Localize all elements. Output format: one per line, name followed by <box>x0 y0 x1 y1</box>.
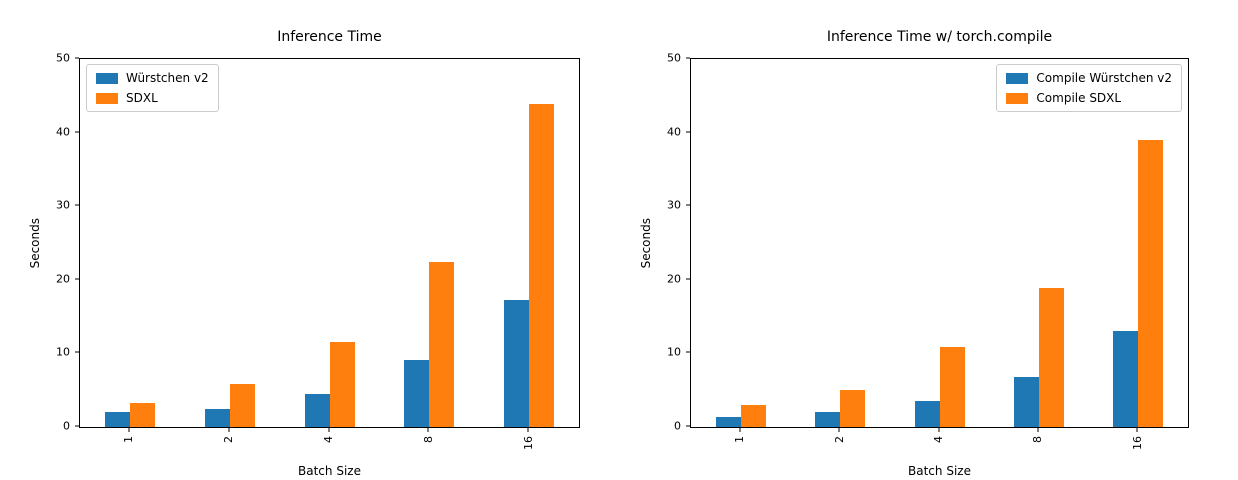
bar <box>104 412 130 427</box>
bar <box>304 393 330 427</box>
legend-label: Würstchen v2 <box>126 71 209 85</box>
y-tick-label: 20 <box>667 272 681 286</box>
y-tick-mark <box>686 57 690 59</box>
y-tick-mark <box>686 425 690 427</box>
right-chart: Inference Time w/ torch.compile Seconds … <box>639 29 1189 478</box>
bar <box>840 390 866 427</box>
bar <box>429 262 455 427</box>
left-chart: Inference Time Seconds Würstchen v2 SDXL… <box>28 29 580 478</box>
bar <box>914 401 940 427</box>
legend-swatch-compile-wurstchen-v2 <box>1006 72 1029 84</box>
y-tick-label: 10 <box>56 345 70 359</box>
y-tick-label: 50 <box>667 51 681 65</box>
x-tick-label: 8 <box>421 436 435 443</box>
bar <box>740 404 766 427</box>
x-tick-mark <box>427 428 429 432</box>
bar <box>504 299 530 427</box>
y-tick-label: 50 <box>56 51 70 65</box>
x-tick-label: 16 <box>521 436 535 450</box>
x-tick-label: 4 <box>322 436 335 443</box>
x-tick-mark <box>328 428 329 432</box>
x-tick-label: 16 <box>1130 436 1144 450</box>
x-tick-mark <box>527 428 529 432</box>
y-axis-label: Seconds <box>639 217 653 269</box>
chart-title: Inference Time <box>277 29 382 45</box>
y-tick-mark <box>75 204 79 206</box>
y-tick-label: 40 <box>667 125 681 139</box>
bar <box>1013 376 1039 427</box>
bar <box>815 412 841 427</box>
plot-area <box>79 58 580 428</box>
x-tick-mark <box>1037 428 1039 432</box>
x-axis-label: Batch Size <box>298 464 361 478</box>
legend-label: Compile Würstchen v2 <box>1036 71 1172 85</box>
legend-swatch-sdxl <box>96 92 118 104</box>
y-tick-label: 30 <box>667 198 681 212</box>
x-tick-mark <box>1136 428 1138 432</box>
y-tick-mark <box>686 131 690 133</box>
x-tick-label: 2 <box>832 436 846 443</box>
y-tick-mark <box>75 425 79 427</box>
y-tick-label: 10 <box>667 345 681 359</box>
bar <box>939 346 965 427</box>
legend: Würstchen v2 SDXL <box>86 64 219 112</box>
x-tick-label: 1 <box>733 436 747 443</box>
y-tick-mark <box>686 351 690 353</box>
bar <box>204 408 230 427</box>
x-tick-mark <box>128 428 130 432</box>
y-tick-mark <box>686 204 690 206</box>
bar <box>715 417 741 427</box>
bar <box>1038 287 1064 427</box>
bar <box>529 103 555 427</box>
x-tick-label: 8 <box>1031 436 1045 443</box>
legend-item: Würstchen v2 <box>96 71 209 85</box>
chart-title: Inference Time w/ torch.compile <box>826 29 1053 45</box>
legend-swatch-compile-sdxl <box>1006 92 1029 104</box>
bar <box>404 360 430 427</box>
legend-swatch-wurstchen-v2 <box>96 72 118 84</box>
y-tick-mark <box>686 278 690 280</box>
x-axis-label: Batch Size <box>908 464 971 478</box>
y-tick-mark <box>75 131 79 133</box>
plot-area <box>690 58 1189 428</box>
y-tick-label: 40 <box>56 125 70 139</box>
bar <box>229 384 255 427</box>
y-tick-mark <box>75 351 79 353</box>
legend-item: Compile SDXL <box>1006 91 1172 105</box>
bar <box>329 341 355 427</box>
y-tick-label: 30 <box>56 198 70 212</box>
y-tick-label: 0 <box>63 419 70 433</box>
y-tick-mark <box>75 278 79 280</box>
bar <box>1113 331 1139 427</box>
legend-label: SDXL <box>126 91 158 105</box>
y-tick-mark <box>75 57 79 59</box>
x-tick-mark <box>739 428 741 432</box>
y-axis-label: Seconds <box>28 217 42 269</box>
x-tick-label: 2 <box>222 436 236 443</box>
x-tick-mark <box>228 428 230 432</box>
x-tick-mark <box>938 428 939 432</box>
legend: Compile Würstchen v2 Compile SDXL <box>996 64 1182 112</box>
y-tick-label: 20 <box>56 272 70 286</box>
legend-label: Compile SDXL <box>1036 91 1122 105</box>
x-tick-label: 1 <box>122 436 136 443</box>
bar <box>1138 139 1164 427</box>
legend-item: Compile Würstchen v2 <box>1006 71 1172 85</box>
legend-item: SDXL <box>96 91 209 105</box>
x-tick-label: 4 <box>932 436 945 443</box>
y-tick-label: 0 <box>674 419 681 433</box>
bar <box>129 402 155 427</box>
x-tick-mark <box>838 428 840 432</box>
